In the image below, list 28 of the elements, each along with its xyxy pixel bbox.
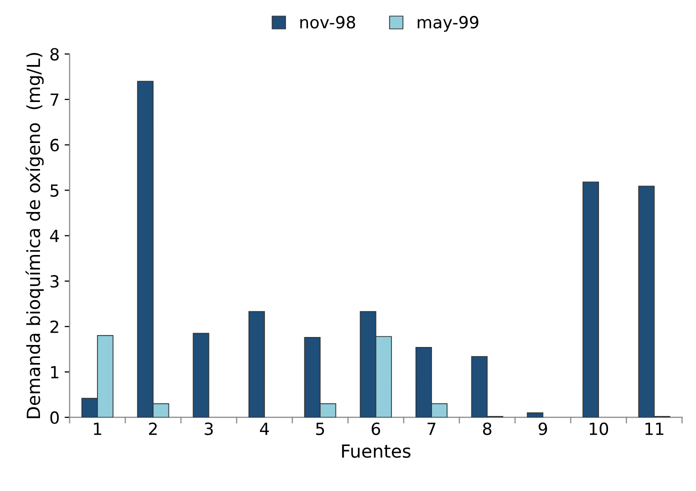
x-tick-label: 6 (372, 422, 380, 436)
x-tick-label: 1 (94, 422, 102, 435)
y-tick-label: 1 (51, 366, 58, 378)
bar (248, 311, 265, 418)
x-axis-title: Fuentes (342, 444, 410, 458)
x-tick-label: 2 (149, 422, 157, 435)
bar (192, 332, 210, 418)
x-tick-label: 7 (428, 422, 436, 435)
y-tick-label: 6 (50, 138, 59, 152)
bar (526, 412, 544, 418)
y-tick-label: 2 (50, 320, 58, 333)
x-tick-label: 8 (483, 422, 492, 436)
legend-label: nov-98 (300, 16, 356, 29)
x-tick-label: 10 (590, 422, 608, 436)
x-tick-label: 9 (538, 422, 548, 436)
x-tick-label: 11 (645, 422, 664, 435)
bar (582, 182, 599, 418)
x-tick-label: 3 (204, 422, 213, 436)
y-tick-label: 0 (50, 411, 59, 424)
y-tick-label: 5 (50, 184, 58, 197)
y-tick-label: 8 (50, 48, 59, 61)
legend-label: may-99 (418, 16, 478, 32)
x-tick-label: 4 (260, 422, 269, 435)
x-tick-label: 5 (316, 422, 324, 436)
y-tick-label: 3 (50, 275, 59, 288)
y-tick-label: 4 (50, 230, 59, 242)
y-tick-label: 7 (50, 94, 58, 106)
y-axis-title: Demanda bioquímica de oxígeno (mg/L) (26, 53, 44, 418)
